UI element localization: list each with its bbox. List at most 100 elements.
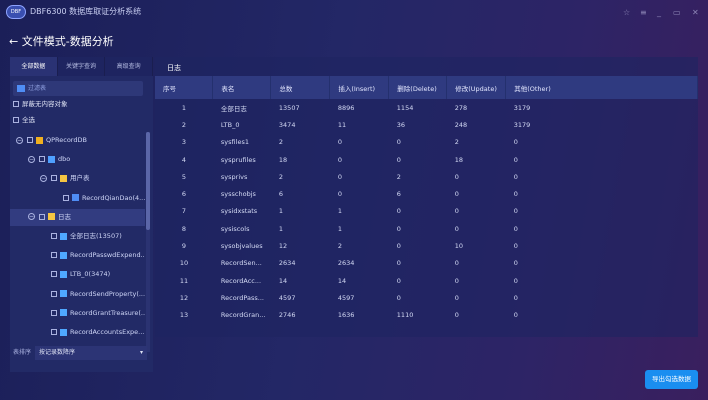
table-row[interactable]: 13 RecordGran... 2746 1636 1110 0 0 [155, 307, 698, 324]
hide-empty-checkbox[interactable]: 屏蔽无内容对象 [13, 98, 68, 108]
select-all-checkbox[interactable]: 全选 [13, 114, 35, 124]
close-button[interactable]: ✕ [692, 8, 699, 17]
table-row[interactable]: 11 RecordAcc... 14 14 0 0 0 [155, 272, 698, 289]
maximize-button[interactable]: ▭ [673, 8, 681, 17]
table-cell: 0 [513, 276, 518, 285]
table-cell: 0 [454, 311, 459, 320]
tree-scrollbar[interactable] [146, 132, 150, 352]
table-row[interactable]: 12 RecordPass... 4597 4597 0 0 0 [155, 289, 698, 306]
node-checkbox[interactable] [39, 156, 45, 163]
tree-node[interactable]: − 日志 [10, 208, 145, 226]
filter-input[interactable]: 过滤表 [13, 81, 143, 96]
page-title: 文件模式-数据分析 [21, 35, 114, 48]
table-row[interactable]: 1 全部日志 13507 8896 1154 278 3179 [155, 99, 698, 116]
table-row[interactable]: 7 sysidxstats 1 1 0 0 0 [155, 203, 698, 220]
table-cell: 2 [181, 120, 187, 129]
tree-node[interactable]: LTB_0(3474) [40, 266, 110, 283]
table-cell: 0 [396, 293, 401, 302]
table-row[interactable]: 2 LTB_0 3474 11 36 248 3179 [155, 116, 698, 133]
table-cell: 0 [454, 224, 459, 233]
tab-advanced-search[interactable]: 高级查询 [105, 57, 154, 76]
table-cell: 248 [454, 120, 468, 129]
table-cell: 0 [337, 190, 342, 199]
tree-node[interactable]: RecordAccountsExpe... [40, 324, 144, 341]
table-cell: sysobjvalues [220, 242, 263, 251]
table-cell: 3474 [278, 120, 296, 129]
node-checkbox[interactable] [51, 329, 57, 335]
sort-select[interactable]: 按记录数降序 ▾ [35, 346, 147, 360]
node-checkbox[interactable] [39, 213, 45, 220]
column-header[interactable]: 总数 [270, 76, 331, 99]
tree-node[interactable]: RecordGrantTreasure(... [40, 305, 145, 322]
back-arrow-icon[interactable]: ← [9, 35, 19, 48]
table-row[interactable]: 6 sysschobjs 6 0 6 0 0 [155, 185, 698, 202]
node-checkbox[interactable] [51, 233, 57, 239]
table-cell: 0 [396, 207, 401, 216]
column-header[interactable]: 其他(Other) [505, 76, 698, 99]
tree-node[interactable]: RecordQianDao(4... [52, 190, 145, 207]
table-cell: 0 [454, 207, 459, 216]
tree-node[interactable]: − 用户表 [40, 170, 90, 187]
column-header[interactable]: 插入(Insert) [329, 76, 390, 99]
table-cell: 3179 [513, 120, 531, 129]
table-cell: 7 [181, 207, 187, 216]
tab-all-data[interactable]: 全部数据 [10, 57, 58, 76]
node-checkbox[interactable] [51, 271, 57, 278]
table-cell: 0 [513, 293, 518, 302]
table-cell: 2 [396, 172, 401, 181]
tree-node[interactable]: − QPRecordDB [16, 132, 87, 149]
node-label: RecordSendProperty(... [70, 289, 145, 298]
tree-node[interactable]: RecordPasswdExpend... [40, 247, 145, 264]
table-row[interactable]: 4 sysprufiles 18 0 0 18 0 [155, 151, 698, 168]
tab-log[interactable]: 日志 [167, 64, 181, 72]
hide-empty-label: 屏蔽无内容对象 [22, 100, 68, 108]
collapse-icon[interactable]: − [28, 213, 35, 221]
tab-keyword-search[interactable]: 关键字查询 [58, 57, 106, 76]
table-cell: 10 [454, 242, 464, 251]
minimize-button[interactable]: _ [657, 8, 661, 17]
table-cell: 0 [337, 155, 342, 164]
object-tree[interactable]: − QPRecordDB − dbo − 用户表 RecordQianDao(4... − 日志… [10, 132, 145, 342]
menu-icon[interactable]: ≡ [640, 8, 647, 17]
table-row[interactable]: 3 sysfiles1 2 0 0 2 0 [155, 134, 698, 151]
node-label: 用户表 [70, 174, 90, 183]
table-cell: 0 [337, 138, 342, 147]
table-cell: 1 [337, 207, 342, 216]
node-checkbox[interactable] [51, 175, 57, 182]
table-cell: RecordGran... [220, 311, 266, 320]
tree-node[interactable]: 全部日志(13507) [40, 228, 122, 245]
column-header[interactable]: 删除(Delete) [388, 76, 448, 99]
table-icon [72, 194, 79, 202]
node-checkbox[interactable] [51, 290, 57, 297]
node-label: 全部日志(13507) [70, 232, 122, 240]
node-checkbox[interactable] [27, 137, 33, 143]
table-cell: 1 [181, 103, 187, 112]
node-checkbox[interactable] [63, 194, 69, 201]
table-row[interactable]: 8 sysiscols 1 1 0 0 0 [155, 220, 698, 237]
table-cell: 2 [454, 138, 459, 147]
column-header[interactable]: 序号 [155, 76, 214, 99]
table-cell: 0 [454, 190, 459, 199]
table-cell: 36 [396, 120, 406, 129]
collapse-icon[interactable]: − [16, 136, 23, 144]
skin-icon[interactable]: ☆ [623, 8, 631, 17]
column-header[interactable]: 表名 [212, 76, 272, 99]
log-icon [60, 251, 67, 259]
tree-node[interactable]: RecordSendProperty(... [40, 286, 145, 303]
table-cell: 0 [513, 207, 518, 216]
table-row[interactable]: 5 sysprivs 2 0 2 0 0 [155, 168, 698, 185]
tree-node[interactable]: − dbo [28, 151, 70, 168]
column-header[interactable]: 修改(Update) [446, 76, 507, 99]
node-label: RecordQianDao(4... [82, 193, 145, 202]
node-checkbox[interactable] [51, 252, 57, 259]
table-cell: 0 [396, 155, 401, 164]
table-row[interactable]: 10 RecordSen... 2634 2634 0 0 0 [155, 255, 698, 272]
node-checkbox[interactable] [51, 309, 57, 316]
collapse-icon[interactable]: − [40, 174, 47, 182]
table-row[interactable]: 9 sysobjvalues 12 2 0 10 0 [155, 237, 698, 254]
page-header: ← 文件模式-数据分析 [9, 33, 114, 49]
collapse-icon[interactable]: − [28, 155, 35, 163]
chevron-down-icon: ▾ [139, 349, 143, 356]
export-selected-button[interactable]: 导出勾选数据 [645, 370, 698, 389]
table-cell: 5 [181, 172, 187, 181]
